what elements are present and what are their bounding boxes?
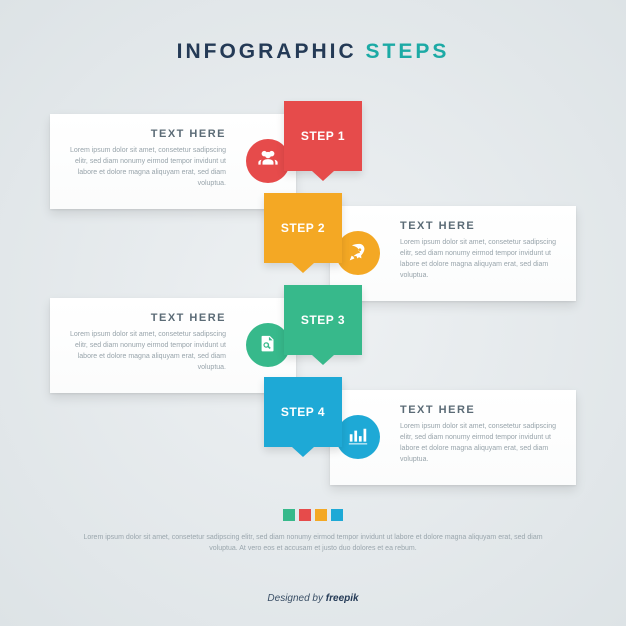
step-heading: TEXT HERE	[66, 312, 280, 324]
step-heading: TEXT HERE	[346, 404, 560, 416]
legend-dot-1	[283, 509, 295, 521]
footer-text: Lorem ipsum dolor sit amet, consetetur s…	[80, 532, 546, 554]
bars-icon	[336, 415, 380, 459]
steps-stage: TEXT HERELorem ipsum dolor sit amet, con…	[0, 90, 626, 510]
step-panel-1: TEXT HERELorem ipsum dolor sit amet, con…	[50, 114, 296, 209]
page-title: INFOGRAPHIC STEPS	[0, 40, 626, 64]
step-heading: TEXT HERE	[346, 220, 560, 232]
legend-dot-3	[315, 509, 327, 521]
step-tab-1: STEP 1	[284, 101, 362, 171]
step-tab-3: STEP 3	[284, 285, 362, 355]
legend-dots	[0, 508, 626, 526]
title-word-2: STEPS	[365, 40, 449, 63]
legend-dot-2	[299, 509, 311, 521]
step-heading: TEXT HERE	[66, 128, 280, 140]
step-panel-3: TEXT HERELorem ipsum dolor sit amet, con…	[50, 298, 296, 393]
legend-dot-4	[331, 509, 343, 521]
credit-brand: freepik	[326, 593, 359, 604]
step-tab-2: STEP 2	[264, 193, 342, 263]
step-tab-4: STEP 4	[264, 377, 342, 447]
credit-line: Designed by freepik	[0, 593, 626, 604]
title-word-1: INFOGRAPHIC	[177, 40, 357, 63]
step-panel-2: TEXT HERELorem ipsum dolor sit amet, con…	[330, 206, 576, 301]
rocket-icon	[336, 231, 380, 275]
credit-prefix: Designed by	[267, 593, 325, 604]
step-panel-4: TEXT HERELorem ipsum dolor sit amet, con…	[330, 390, 576, 485]
